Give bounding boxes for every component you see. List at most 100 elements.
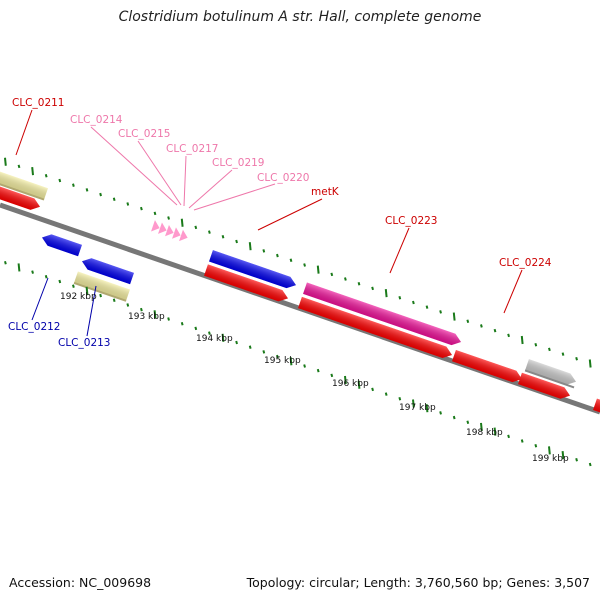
tick-mark [384,289,388,298]
tick-mark [344,277,347,281]
callout-line [503,269,523,314]
tick-mark [316,265,320,274]
tick-mark [221,333,225,342]
feature-clc-0211 [0,165,48,201]
tick-mark [493,328,497,333]
tick-mark [575,458,578,462]
tick-mark [99,293,102,298]
tick-mark [439,310,442,314]
tick-mark [520,439,524,443]
tick-mark [344,375,347,385]
feature-clc-0213 [73,271,130,302]
tick-mark [17,164,21,169]
tick-mark [140,307,143,312]
gene-label: CLC_0219 [212,157,265,169]
scale-label: 195 kbp [264,356,301,366]
gene-label: CLC_0211 [12,97,65,109]
callout-line [86,285,97,337]
callout-line [137,140,182,206]
tick-mark [58,279,62,284]
tick-mark [507,434,510,439]
tick-mark [398,397,402,401]
callout-line [90,126,178,206]
tick-mark [44,174,48,178]
tick-mark [208,230,211,234]
tick-mark [371,286,374,291]
tick-mark [99,192,102,197]
tick-mark [85,188,89,192]
scale-label: 192 kbp [60,292,97,302]
tick-mark [58,178,62,183]
tick-mark [276,253,279,258]
tick-mark [561,450,565,460]
tick-mark [425,404,429,413]
tick-mark [72,284,75,288]
feature-clc-0213-arrow [82,258,134,285]
feature-pink-arrow [151,220,160,232]
feature-clc-0212 [42,234,82,257]
tick-mark [72,183,75,187]
callout-line [183,155,187,207]
tick-mark [507,333,510,338]
gene-label: metK [311,186,340,198]
tick-mark [398,296,402,300]
scale-label: 199 kbp [532,454,569,464]
feature-clc-0224 [524,359,576,389]
tick-mark [384,392,388,396]
callout-line [31,277,49,321]
feature-pink-arrow [179,229,188,242]
feature-red-arrow [298,296,453,359]
tick-mark [248,242,252,251]
tick-mark [520,335,524,345]
tick-mark [316,368,320,373]
tick-mark [289,357,293,366]
tick-mark [194,326,198,331]
tick-mark [357,380,361,389]
feature-clc-0223 [303,282,461,346]
tick-mark [452,415,456,420]
tick-mark [303,364,306,368]
gene-label: CLC_0215 [118,128,171,140]
gene-label: CLC_0214 [70,114,123,126]
tick-mark [167,317,170,321]
tick-mark [31,270,34,274]
tick-mark [194,225,198,230]
tick-mark [85,286,89,295]
tick-mark [262,249,266,253]
tick-mark [140,206,143,211]
tick-mark [412,300,415,305]
tick-mark [357,281,361,286]
feature-blue-arrow [209,250,297,289]
tick-mark [235,239,238,244]
tick-mark [262,350,266,354]
tick-mark [466,319,470,324]
tick-mark [425,305,429,309]
tick-mark [452,312,456,321]
feature-red-arrow [518,372,571,399]
tick-mark [126,202,130,206]
gene-label: CLC_0217 [166,143,219,155]
tick-mark [330,373,334,378]
gene-label: CLC_0224 [499,257,552,269]
accession-text: Accession: NC_009698 [9,575,152,590]
tick-mark [4,157,7,166]
tick-mark [17,263,21,272]
tick-mark [575,357,578,361]
topology-summary: Topology: circular; Length: 3,760,560 bp… [246,575,590,590]
tick-mark [248,345,252,349]
tick-mark [112,197,116,202]
tick-mark [330,272,334,277]
feature-red-arrow [204,264,289,302]
callout-line [193,183,276,211]
callout-line [257,198,323,231]
tick-mark [493,427,497,436]
tick-mark [561,352,565,356]
tick-mark [466,420,470,425]
tick-mark [31,167,34,176]
feature-pink-arrow [158,222,167,234]
tick-mark [221,235,225,239]
feature-red-arrow [0,180,41,210]
feature-red-arrow [593,398,600,416]
callout-line [389,227,410,274]
